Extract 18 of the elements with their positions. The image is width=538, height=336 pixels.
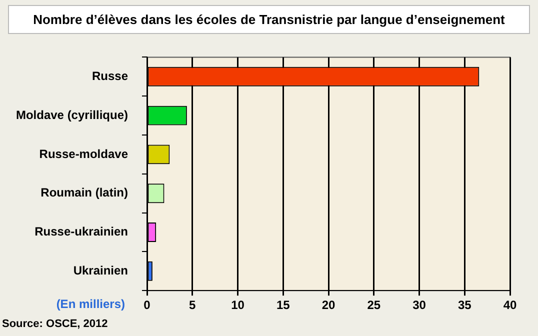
source-note: Source: OSCE, 2012 bbox=[2, 318, 108, 330]
chart-title: Nombre d’élèves dans les écoles de Transnistrie par langue d’enseignement bbox=[8, 5, 530, 34]
x-tick-label: 35 bbox=[458, 298, 472, 312]
x-tick-label: 20 bbox=[322, 298, 336, 312]
y-tick-label: Russe-ukrainien bbox=[34, 224, 128, 239]
x-tick-label: 40 bbox=[503, 298, 517, 312]
x-tick-label: 0 bbox=[144, 298, 151, 312]
x-tick-label: 10 bbox=[231, 298, 245, 312]
x-tick-label: 25 bbox=[367, 298, 381, 312]
y-tick-label: Ukrainien bbox=[73, 263, 128, 278]
x-axis-title: (En milliers) bbox=[56, 296, 125, 311]
y-tick-label: Russe-moldave bbox=[39, 146, 128, 161]
x-tick-label: 5 bbox=[189, 298, 196, 312]
y-tick-label: Roumain (latin) bbox=[40, 186, 128, 200]
y-tick-label: Moldave (cyrillique) bbox=[16, 108, 128, 122]
x-tick-label: 30 bbox=[412, 298, 426, 312]
y-tick-label: Russe bbox=[92, 68, 128, 83]
x-tick-label: 15 bbox=[276, 298, 290, 312]
